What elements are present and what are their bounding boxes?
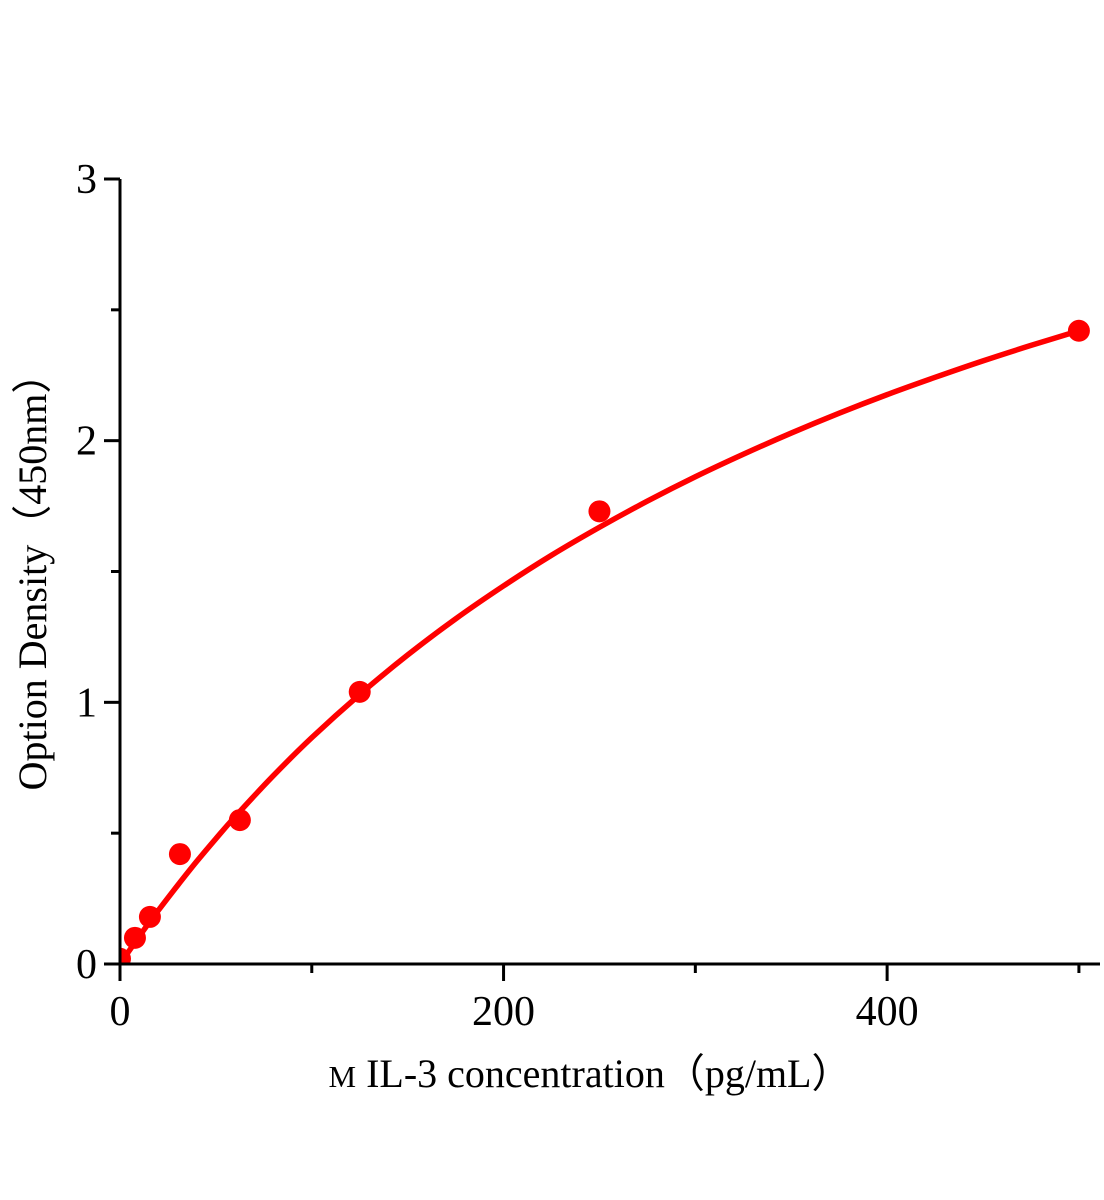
y-axis: 0 1 2 3 bbox=[76, 157, 122, 988]
plot-series-layer bbox=[121, 319, 1090, 963]
fit-curve bbox=[121, 328, 1082, 963]
x-tick-label: 0 bbox=[110, 989, 131, 1035]
y-tick-label: 3 bbox=[76, 157, 97, 203]
data-point bbox=[228, 809, 251, 832]
y-tick-label: 0 bbox=[76, 942, 97, 988]
series-standard-curve bbox=[121, 319, 1090, 963]
x-tick-label: 200 bbox=[472, 989, 535, 1035]
x-axis-title: M IL-3 concentration（pg/mL） bbox=[329, 1051, 852, 1096]
y-tick-label: 1 bbox=[76, 680, 97, 726]
data-point bbox=[138, 905, 161, 928]
data-point bbox=[168, 843, 191, 866]
x-axis-title-prefix: M bbox=[329, 1059, 357, 1094]
x-axis: 0 200 400 bbox=[110, 962, 1100, 1035]
data-point bbox=[588, 500, 611, 523]
y-tick-label: 2 bbox=[76, 419, 97, 465]
data-point bbox=[121, 947, 131, 963]
x-axis-title-rest: IL-3 concentration（pg/mL） bbox=[356, 1051, 851, 1096]
x-tick-label: 400 bbox=[856, 989, 919, 1035]
data-point bbox=[1067, 319, 1090, 342]
data-point bbox=[123, 926, 146, 949]
data-point bbox=[348, 680, 371, 703]
y-axis-title: Option Density（450nm） bbox=[10, 354, 55, 791]
